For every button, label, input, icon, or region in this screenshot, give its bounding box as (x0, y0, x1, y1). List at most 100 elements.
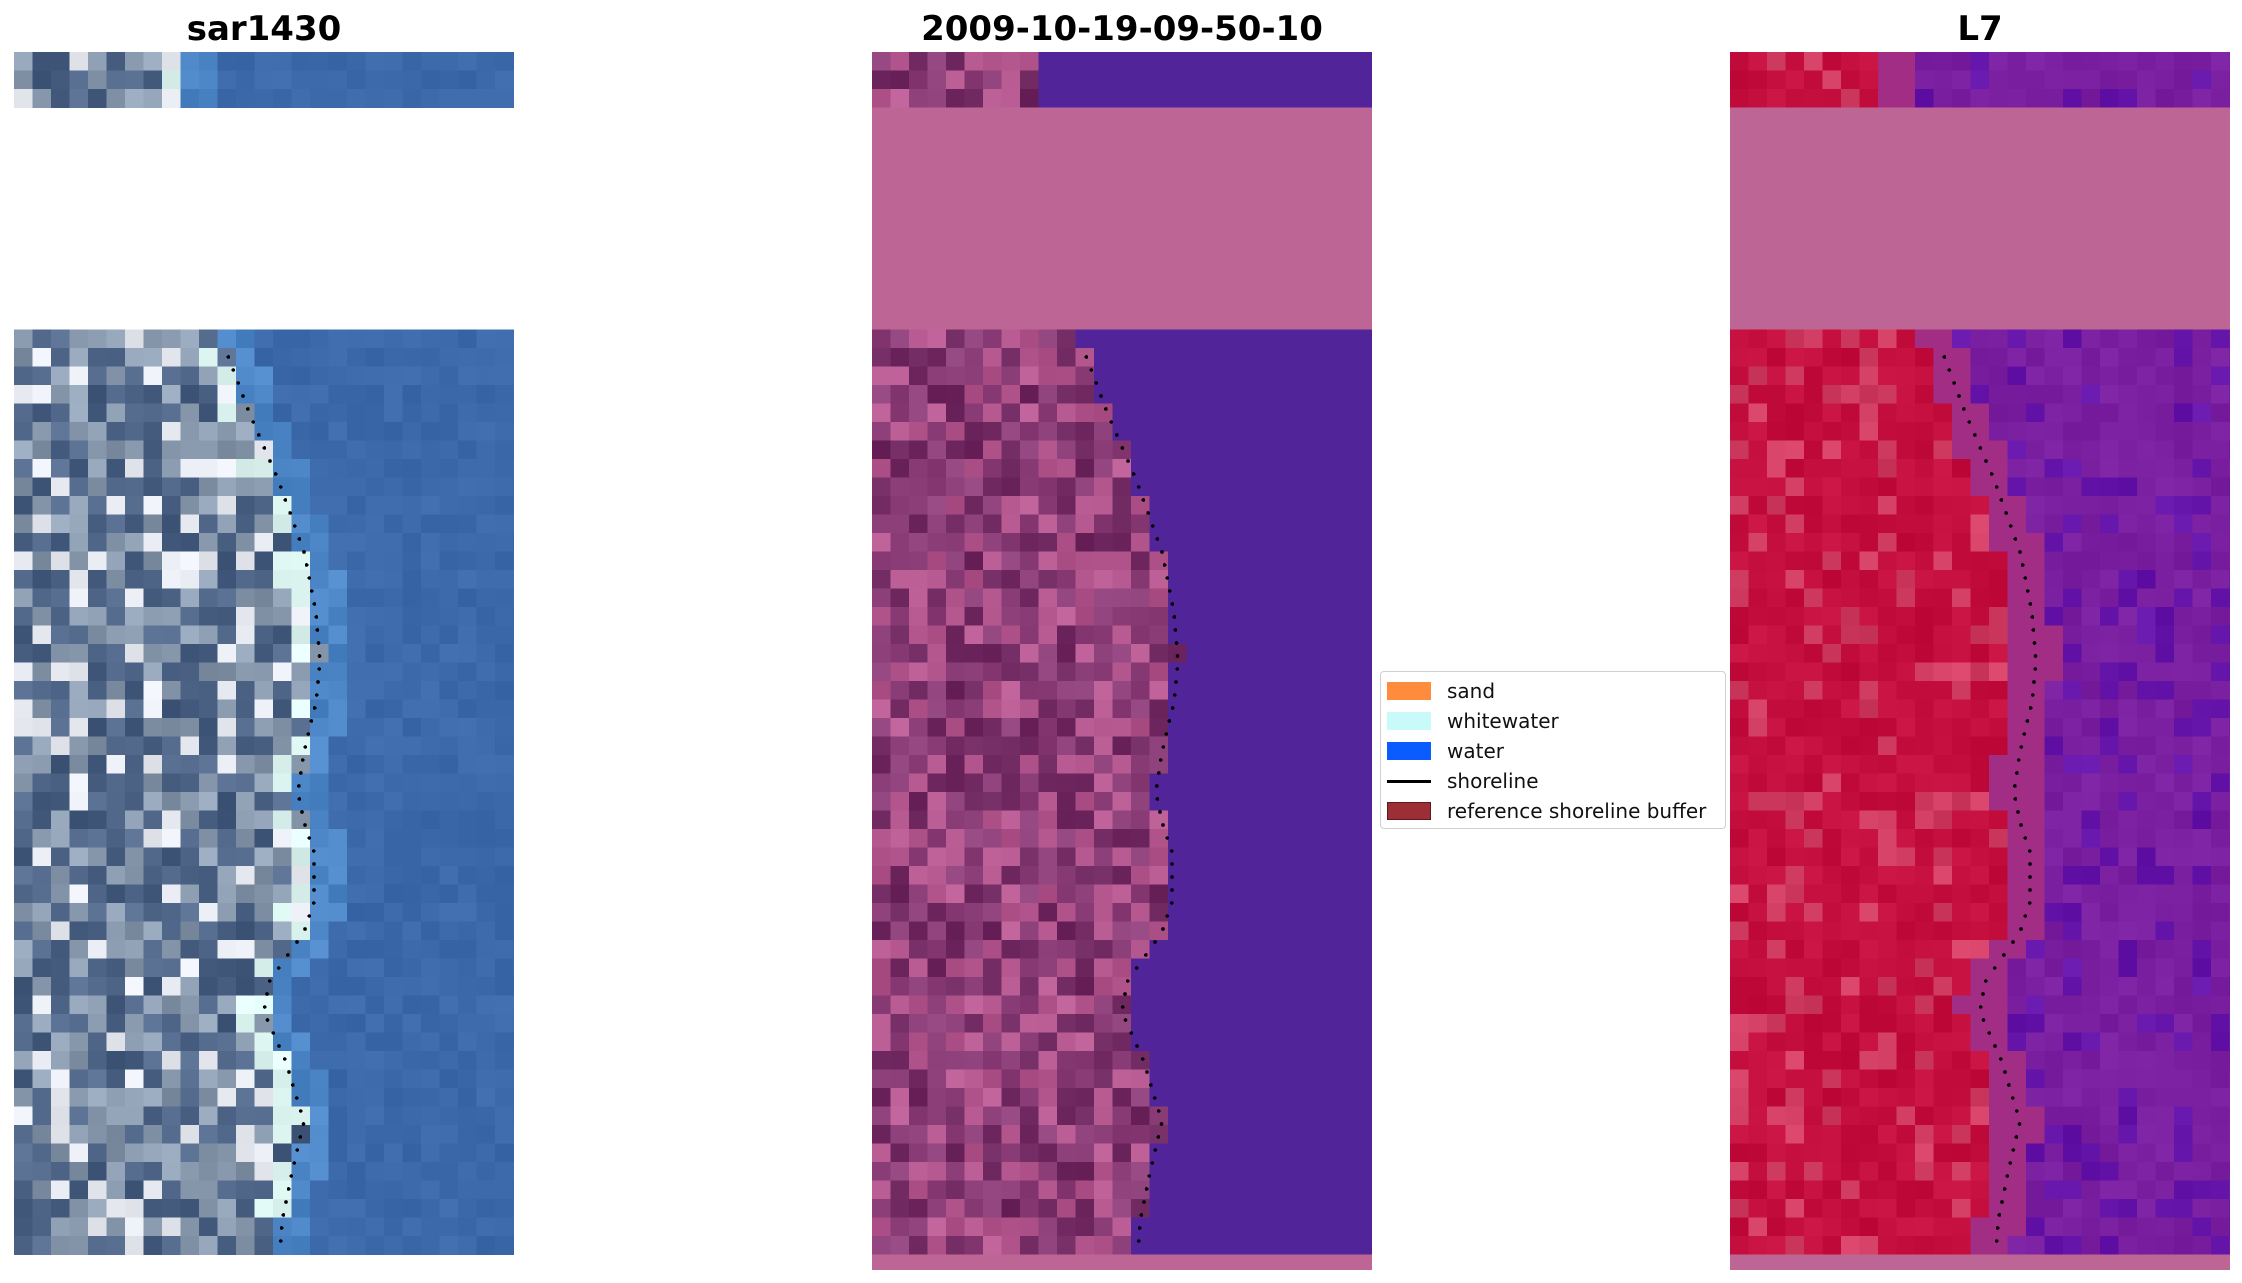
shoreline-point (295, 1148, 300, 1152)
pixel (1933, 755, 1953, 775)
pixel (1371, 274, 1372, 294)
pixel (106, 644, 126, 664)
pixel (2100, 181, 2120, 201)
pixel (439, 847, 459, 867)
pixel (909, 625, 929, 645)
pixel (1057, 274, 1077, 294)
pixel (1075, 533, 1095, 553)
pixel (365, 958, 385, 978)
pixel (1094, 681, 1114, 701)
pixel (1297, 163, 1317, 183)
pixel (964, 847, 984, 867)
pixel (1057, 699, 1077, 719)
shoreline-point (1141, 498, 1146, 502)
pixel (1279, 89, 1299, 109)
pixel (1131, 1051, 1151, 1071)
pixel (14, 496, 34, 516)
pixel (217, 773, 237, 793)
pixel (1804, 385, 1824, 405)
pixel (1279, 810, 1299, 830)
pixel (1785, 736, 1805, 756)
pixel (1001, 496, 1021, 516)
pixel (1168, 810, 1188, 830)
pixel (1075, 70, 1095, 90)
pixel (458, 477, 478, 497)
pixel (1316, 1032, 1336, 1052)
pixel (1131, 773, 1151, 793)
pixel (254, 921, 274, 941)
pixel (1316, 1014, 1336, 1034)
shoreline-point (301, 1122, 306, 1126)
pixel (1131, 607, 1151, 627)
pixel (1149, 255, 1169, 275)
pixel (1297, 1051, 1317, 1071)
pixel (1989, 866, 2009, 886)
pixel (1001, 403, 1021, 423)
pixel (513, 810, 514, 830)
pixel (439, 662, 459, 682)
pixel (1223, 1217, 1243, 1237)
pixel (1131, 718, 1151, 738)
pixel (384, 977, 404, 997)
pixel (1057, 144, 1077, 164)
pixel (2174, 1032, 2194, 1052)
pixel (32, 570, 52, 590)
shoreline-point (312, 888, 316, 892)
pixel (513, 1199, 514, 1219)
pixel (1242, 533, 1262, 553)
pixel (1767, 126, 1787, 146)
pixel (2007, 570, 2027, 590)
pixel (476, 736, 496, 756)
pixel (1168, 940, 1188, 960)
pixel (310, 496, 330, 516)
pixel (1933, 107, 1953, 127)
pixel (890, 1143, 910, 1163)
pixel (2007, 977, 2027, 997)
pixel (1767, 847, 1787, 867)
pixel (1205, 514, 1225, 534)
pixel (1020, 366, 1040, 386)
pixel (2118, 662, 2138, 682)
pixel (1279, 940, 1299, 960)
pixel (458, 1106, 478, 1126)
pixel (347, 718, 367, 738)
pixel (2211, 829, 2230, 849)
pixel (347, 496, 367, 516)
pixel (1841, 847, 1861, 867)
pixel (909, 218, 929, 238)
pixel (946, 736, 966, 756)
pixel (1767, 181, 1787, 201)
pixel (236, 551, 256, 571)
pixel (495, 459, 514, 479)
pixel (1112, 1088, 1132, 1108)
pixel (69, 403, 89, 423)
pixel (2044, 866, 2064, 886)
pixel (2007, 70, 2027, 90)
pixel (1785, 163, 1805, 183)
pixel (1205, 977, 1225, 997)
pixel (125, 977, 145, 997)
pixel (1334, 237, 1354, 257)
pixel (32, 514, 52, 534)
pixel (1970, 70, 1990, 90)
pixel (328, 514, 348, 534)
pixel (2229, 422, 2230, 442)
pixel (1075, 773, 1095, 793)
pixel (1020, 570, 1040, 590)
pixel (1223, 477, 1243, 497)
pixel (199, 329, 219, 349)
pixel (1223, 1125, 1243, 1145)
pixel (2174, 736, 2194, 756)
pixel (328, 829, 348, 849)
pixel (365, 422, 385, 442)
pixel (964, 1143, 984, 1163)
pixel (1057, 237, 1077, 257)
pixel (1020, 699, 1040, 719)
pixel (2063, 89, 2083, 109)
pixel (162, 533, 182, 553)
pixel (2044, 218, 2064, 238)
pixel (236, 625, 256, 645)
pixel (1767, 718, 1787, 738)
pixel (2026, 163, 2046, 183)
pixel (2174, 514, 2194, 534)
